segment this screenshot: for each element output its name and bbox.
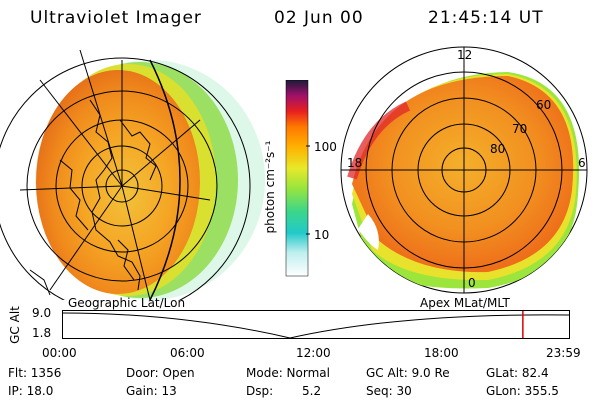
- colorbar-label: photon cm⁻²s⁻¹: [263, 140, 277, 234]
- image-date: 02 Jun 00: [274, 8, 364, 28]
- colorbar-tick-10: 10: [314, 228, 330, 242]
- timeline-xtick-1200: 12:00: [296, 346, 331, 360]
- colorbar: [285, 80, 310, 277]
- dsp-value: 5.2: [302, 384, 322, 398]
- mlat-label-80: 80: [490, 142, 506, 156]
- mlt-label-6: 6: [578, 156, 586, 170]
- nightside-gap: [358, 214, 379, 250]
- ip-value: IP: 18.0: [8, 384, 54, 398]
- timeline-ytick-high: 9.0: [32, 306, 52, 320]
- mlt-label-0: 0: [468, 276, 476, 290]
- dsp-label: Dsp:: [246, 384, 274, 398]
- apex-image: [340, 46, 588, 294]
- timeline-xtick-0000: 00:00: [42, 346, 77, 360]
- mode-value: Mode: Normal: [246, 366, 330, 380]
- colorbar-gradient: [285, 80, 309, 277]
- limb-line: [149, 59, 181, 300]
- timeline-xtick-0600: 06:00: [170, 346, 205, 360]
- mlat-label-70: 70: [512, 122, 528, 136]
- geographic-image: [0, 49, 265, 300]
- right-caption: Apex MLat/MLT: [420, 296, 510, 310]
- earth-disk: [36, 70, 200, 294]
- mlt-label-18: 18: [347, 156, 363, 170]
- gain-value: Gain: 13: [126, 384, 177, 398]
- left-caption: Geographic Lat/Lon: [68, 296, 186, 310]
- mlat-label-60: 60: [536, 98, 552, 112]
- mlt-label-12: 12: [457, 48, 473, 62]
- altitude-curve: [62, 312, 571, 339]
- timeline-xtick-2359: 23:59: [546, 346, 581, 360]
- gc-altitude: GC Alt: 9.0 Re: [366, 366, 450, 380]
- flight-number: Flt: 1356: [8, 366, 62, 380]
- dusk-arc: [347, 101, 411, 180]
- geo-longitude: GLon: 355.5: [486, 384, 559, 398]
- door-status: Door: Open: [126, 366, 195, 380]
- timeline-xtick-1800: 18:00: [424, 346, 459, 360]
- sequence-number: Seq: 30: [366, 384, 412, 398]
- geo-latitude: GLat: 82.4: [486, 366, 549, 380]
- timeline-ytick-low: 1.8: [32, 326, 52, 340]
- colorbar-tick-100: 100: [314, 140, 337, 154]
- timeline-plot: [62, 310, 571, 339]
- image-time: 21:45:14 UT: [428, 8, 544, 28]
- timeline-axis-label: GC Alt: [7, 306, 22, 344]
- instrument-title: Ultraviolet Imager: [30, 8, 202, 28]
